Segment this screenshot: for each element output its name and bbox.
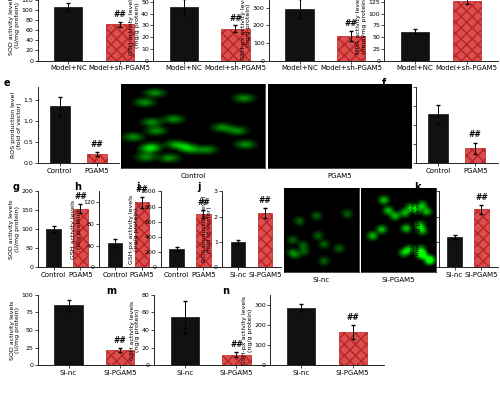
Text: ##: ##: [346, 314, 359, 322]
Bar: [337, 36, 365, 61]
Text: f: f: [382, 78, 386, 88]
Bar: [338, 332, 367, 365]
Y-axis label: GSH-px activity levels
(ng/g protein): GSH-px activity levels (ng/g protein): [240, 0, 252, 60]
Y-axis label: GSH activity levels
(ng/g protein): GSH activity levels (ng/g protein): [130, 300, 140, 360]
Y-axis label: SOD activity levels
(U/mg protein): SOD activity levels (U/mg protein): [10, 200, 20, 259]
Text: j: j: [197, 182, 200, 192]
Y-axis label: GSH activity levels
(mg/g protein): GSH activity levels (mg/g protein): [129, 0, 140, 55]
Y-axis label: MDA activity level
(nmol/mg protein): MDA activity level (nmol/mg protein): [356, 0, 367, 54]
Bar: [222, 29, 250, 61]
Text: ##: ##: [344, 19, 358, 28]
Bar: [401, 32, 430, 61]
Y-axis label: GSH activity levels
(U/g protein): GSH activity levels (U/g protein): [71, 200, 82, 259]
Text: Si-nc: Si-nc: [312, 277, 330, 283]
Y-axis label: ROS production level
(fold of vector): ROS production level (fold of vector): [12, 92, 22, 158]
Text: ##: ##: [230, 340, 243, 349]
Bar: [54, 305, 82, 365]
Text: h: h: [74, 182, 81, 192]
Y-axis label: MDA activity level
(nmol/mg protein): MDA activity level (nmol/mg protein): [392, 97, 402, 154]
Bar: [134, 203, 150, 267]
Bar: [465, 148, 485, 163]
Bar: [86, 154, 107, 163]
Text: m: m: [106, 286, 116, 296]
Text: ##: ##: [229, 14, 242, 23]
Bar: [286, 9, 314, 61]
Text: ##: ##: [114, 10, 126, 19]
Y-axis label: MDA activity level
(nmol/mg protein): MDA activity level (nmol/mg protein): [410, 201, 422, 258]
Bar: [169, 249, 184, 267]
Bar: [170, 317, 199, 365]
Text: PGAM5: PGAM5: [327, 172, 351, 178]
Text: n: n: [222, 286, 229, 296]
Bar: [196, 214, 211, 267]
Bar: [452, 1, 481, 61]
Bar: [73, 209, 88, 267]
Text: Si-PGAM5: Si-PGAM5: [382, 277, 415, 283]
Text: ##: ##: [90, 140, 103, 149]
Y-axis label: GSH-px activity levels
(ng/g protein): GSH-px activity levels (ng/g protein): [128, 195, 140, 264]
Text: ##: ##: [258, 196, 272, 205]
Bar: [106, 24, 134, 61]
Text: ##: ##: [197, 198, 210, 207]
Bar: [474, 209, 489, 267]
Bar: [50, 106, 70, 163]
Text: ##: ##: [74, 192, 87, 201]
Bar: [106, 350, 134, 365]
Text: ##: ##: [114, 336, 126, 345]
Bar: [258, 213, 272, 267]
Bar: [54, 7, 82, 61]
Bar: [46, 229, 61, 267]
Bar: [108, 243, 122, 267]
Y-axis label: ROS production level
(fold of vector): ROS production level (fold of vector): [202, 196, 212, 263]
Bar: [230, 242, 246, 267]
Text: Control: Control: [180, 172, 206, 178]
Bar: [447, 237, 462, 267]
Y-axis label: GSH-px activity levels
(ng/g protein): GSH-px activity levels (ng/g protein): [242, 296, 252, 365]
Bar: [287, 308, 315, 365]
Y-axis label: SOD activity levels
(U/mg protein): SOD activity levels (U/mg protein): [10, 0, 20, 55]
Text: ##: ##: [469, 130, 482, 140]
Text: e: e: [4, 78, 10, 88]
Text: i: i: [136, 182, 139, 192]
Bar: [170, 7, 198, 61]
Bar: [222, 355, 250, 365]
Text: g: g: [12, 182, 20, 192]
Text: ##: ##: [475, 192, 488, 202]
Text: ##: ##: [136, 185, 148, 194]
Bar: [428, 114, 448, 163]
Y-axis label: SOD activity levels
(U/mg protein): SOD activity levels (U/mg protein): [10, 300, 20, 360]
Text: k: k: [414, 182, 420, 192]
